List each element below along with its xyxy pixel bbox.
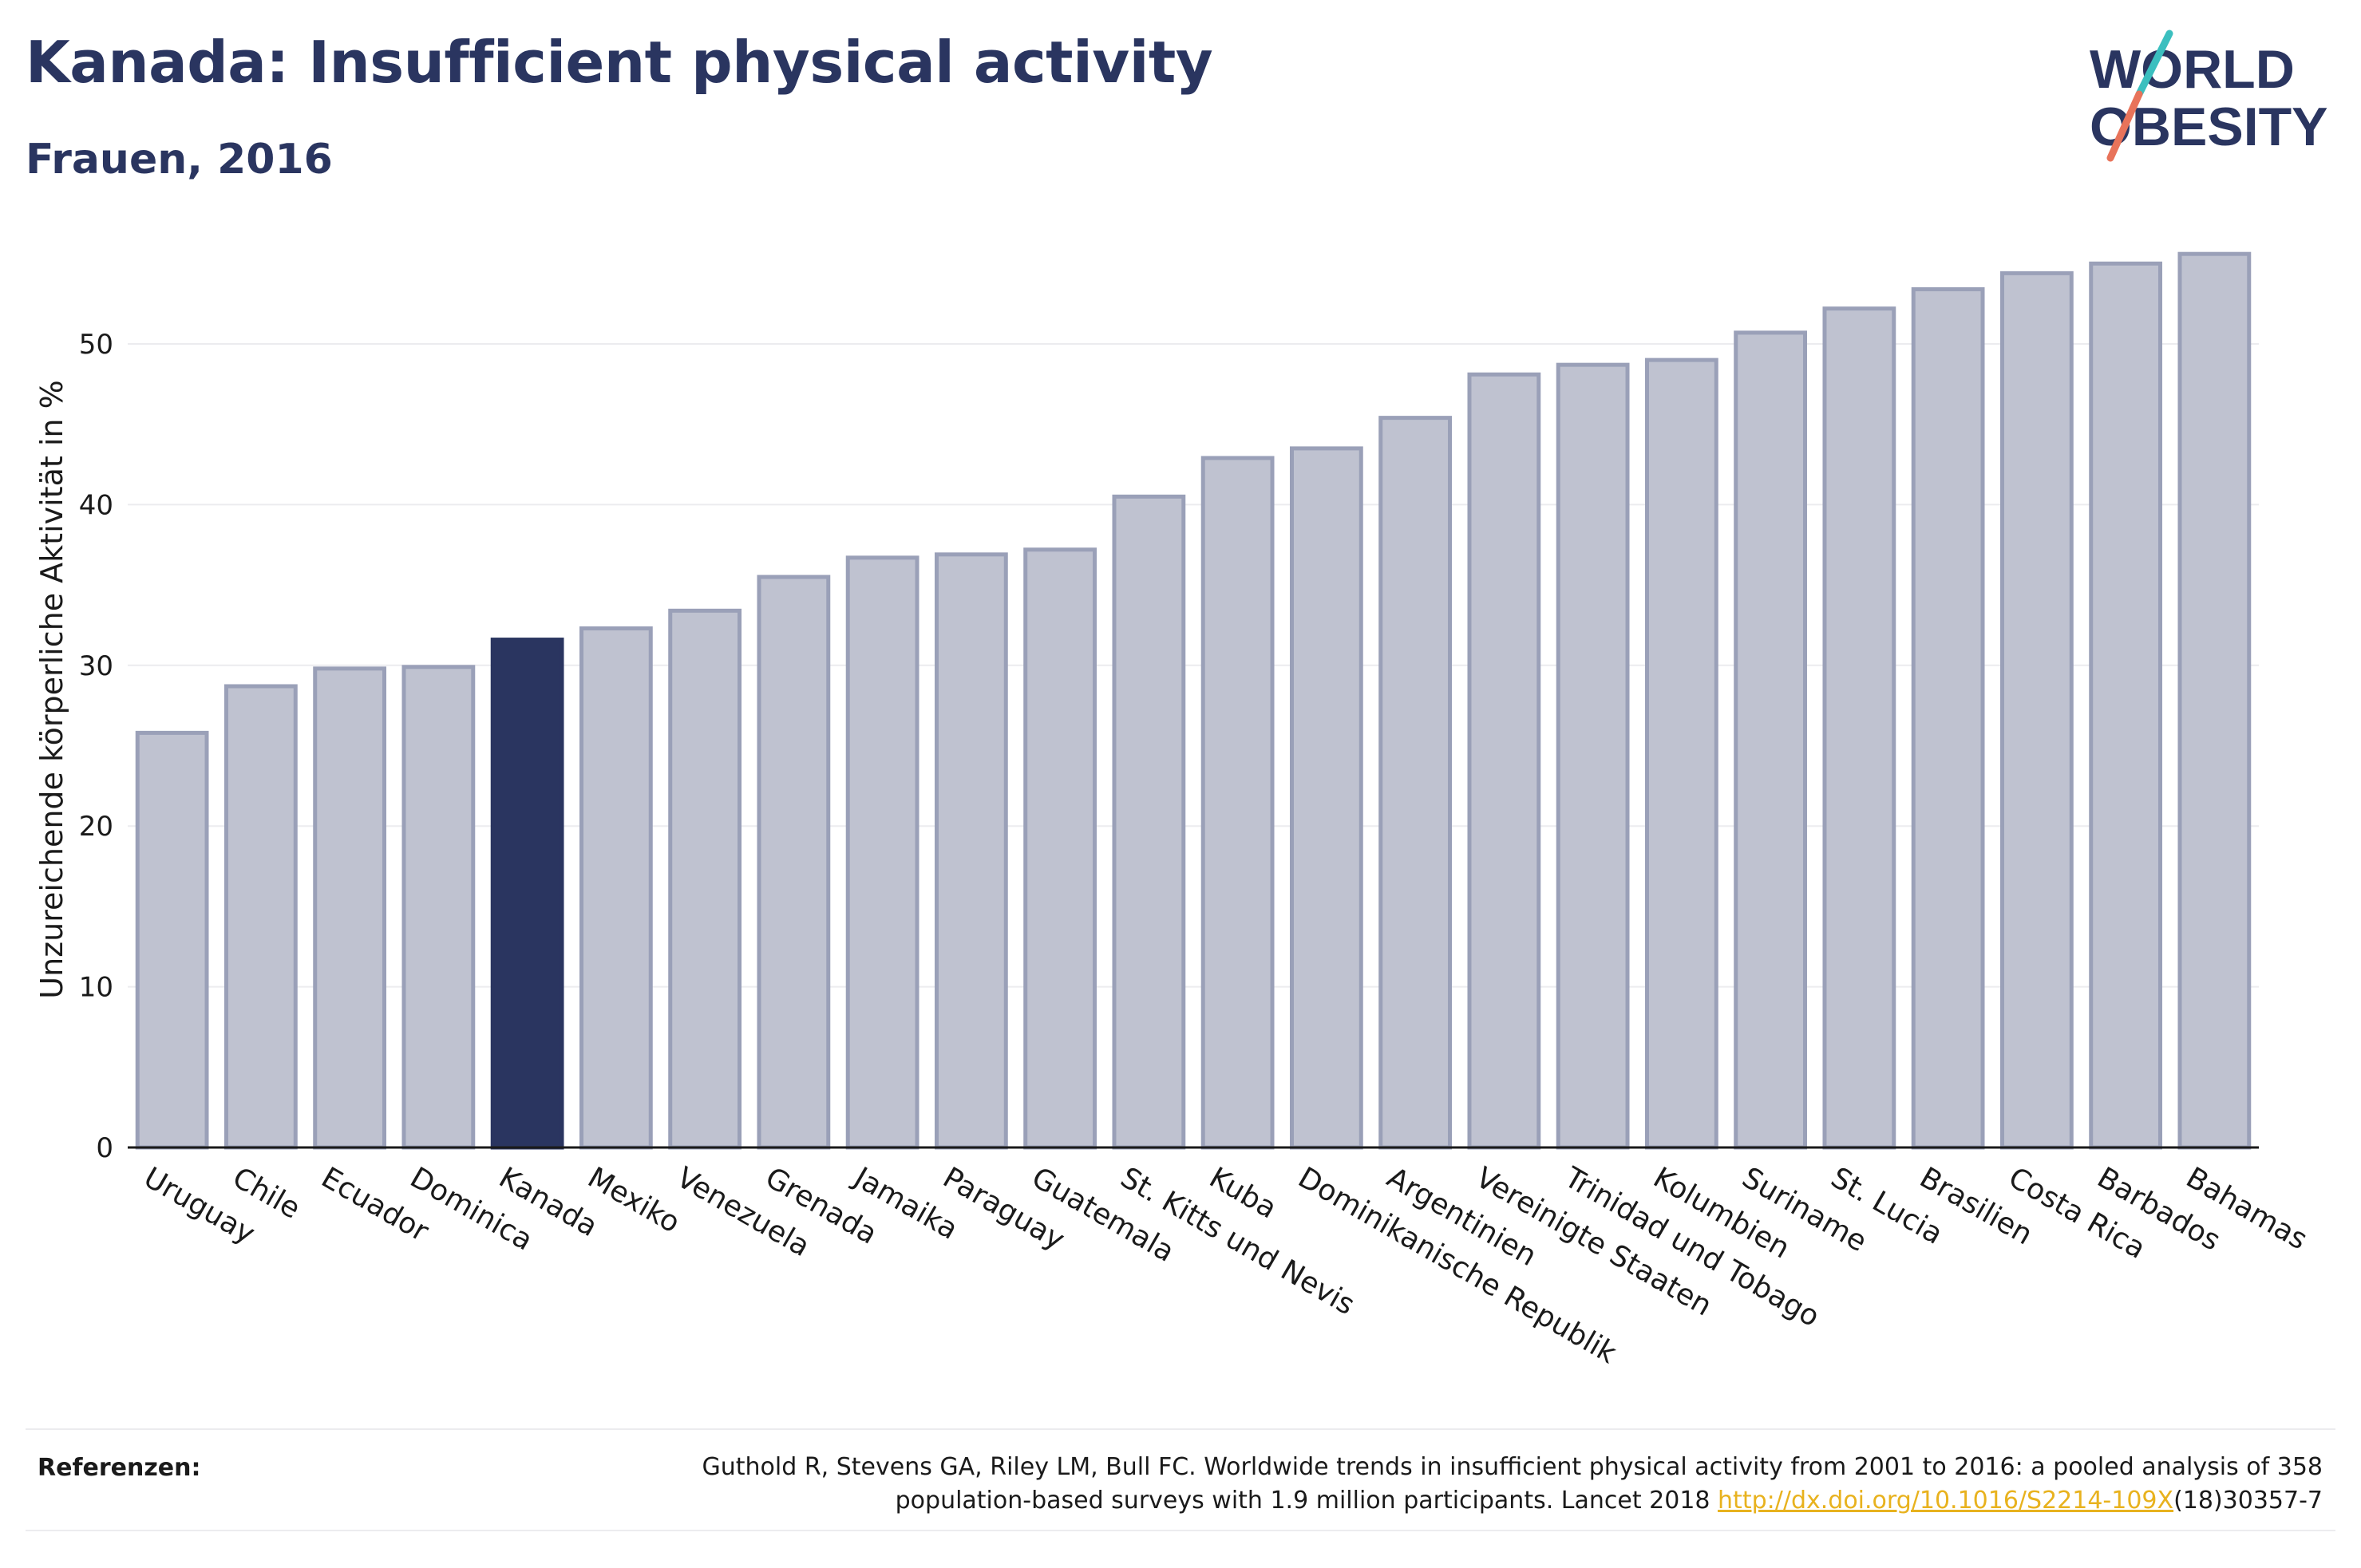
bar-jamaika	[845, 555, 919, 1150]
references-doi-link[interactable]: http://dx.doi.org/10.1016/S2214-109X	[1718, 1487, 2174, 1515]
x-tick-label: Mexiko	[582, 1161, 685, 1239]
bar-uruguay	[135, 730, 209, 1150]
bar-venezuela	[668, 608, 742, 1150]
bar-ecuador	[313, 666, 387, 1150]
bar-costa-rica	[1999, 271, 2074, 1150]
bar-mexiko	[579, 626, 653, 1150]
y-tick-label: 0	[96, 1132, 113, 1164]
bar-dominikanische-republik	[1289, 446, 1363, 1150]
y-tick-label: 20	[79, 811, 113, 843]
bar-chile	[223, 684, 298, 1150]
references-line2: population-based surveys with 1.9 millio…	[895, 1487, 1710, 1515]
chart-subtitle: Frauen, 2016	[26, 136, 333, 184]
logo-line2: OBESITY	[2090, 97, 2328, 157]
bar-st-lucia	[1822, 306, 1896, 1150]
bar-suriname	[1734, 330, 1808, 1150]
bar-st-kitts-und-nevis	[1112, 494, 1186, 1150]
y-tick-label: 10	[79, 972, 113, 1004]
y-tick-label: 50	[79, 329, 113, 361]
y-axis-label: Unzureichende körperliche Aktivität in %	[34, 380, 69, 998]
bar-dominica	[401, 665, 476, 1150]
bar-paraguay	[934, 552, 1008, 1150]
bar-kanada	[490, 638, 564, 1150]
logo-slash-coral-icon	[2106, 90, 2143, 162]
world-obesity-logo: WORLD OBESITY	[2090, 30, 2328, 162]
references-suffix: (18)30357-7	[2173, 1487, 2323, 1515]
bar-bahamas	[2177, 251, 2252, 1150]
references-line1: Guthold R, Stevens GA, Riley LM, Bull FC…	[702, 1453, 2323, 1481]
bar-argentinien	[1378, 416, 1453, 1150]
logo-slash-teal-icon	[2135, 30, 2173, 98]
bar-guatemala	[1023, 547, 1097, 1150]
bar-kolumbien	[1644, 357, 1718, 1150]
bar-trinidad-und-tobago	[1556, 362, 1630, 1150]
y-tick-label: 40	[79, 489, 113, 521]
bar-chart: 0 10 20 30 40 50 Unzureichende körperliche Akt…	[34, 251, 2312, 1370]
references-text: Guthold R, Stevens GA, Riley LM, Bull FC…	[487, 1451, 2323, 1518]
bar-barbados	[2089, 261, 2163, 1150]
references-label: Referenzen:	[38, 1454, 201, 1482]
y-tick-label: 30	[79, 650, 113, 682]
logo-line1: WORLD	[2090, 39, 2295, 100]
bar-vereinigte-staaten	[1467, 372, 1541, 1150]
bar-brasilien	[1911, 287, 1985, 1150]
references-box: Referenzen: Guthold R, Stevens GA, Riley…	[26, 1428, 2335, 1531]
bar-kuba	[1200, 456, 1275, 1150]
chart-title: Kanada: Insufficient physical activity	[26, 29, 1213, 96]
bar-grenada	[757, 575, 831, 1150]
